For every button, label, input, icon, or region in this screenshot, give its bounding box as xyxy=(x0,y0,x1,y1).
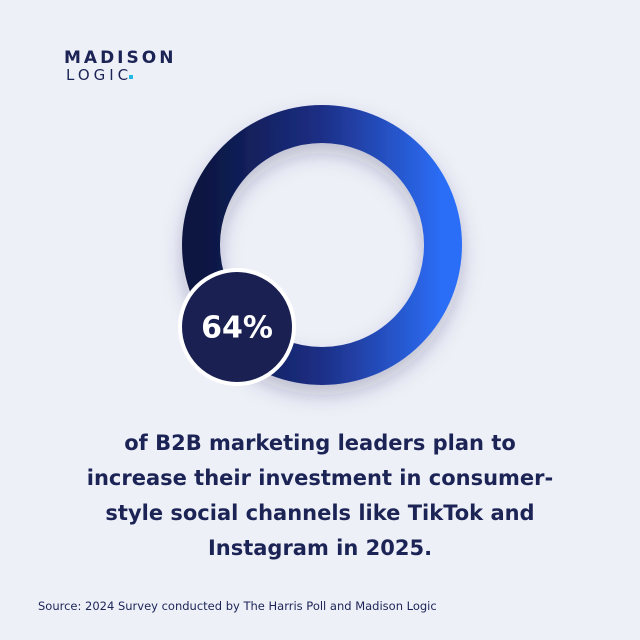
ring xyxy=(182,105,462,385)
statement-line: increase their investment in consumer- xyxy=(87,466,554,490)
stat-badge xyxy=(178,268,296,386)
statement: of B2B marketing leaders plan to increase… xyxy=(87,431,554,560)
statement-line: of B2B marketing leaders plan to xyxy=(124,431,516,455)
stat-value: 64% xyxy=(201,311,273,346)
logo-line2: LOGIC xyxy=(66,66,132,84)
logo-dot xyxy=(129,75,133,79)
logo-line1: MADISON xyxy=(64,48,176,68)
statement-line: style social channels like TikTok and xyxy=(105,501,534,525)
statement-line: Instagram in 2025. xyxy=(208,536,432,560)
source: Source: 2024 Survey conducted by The Har… xyxy=(38,599,437,613)
